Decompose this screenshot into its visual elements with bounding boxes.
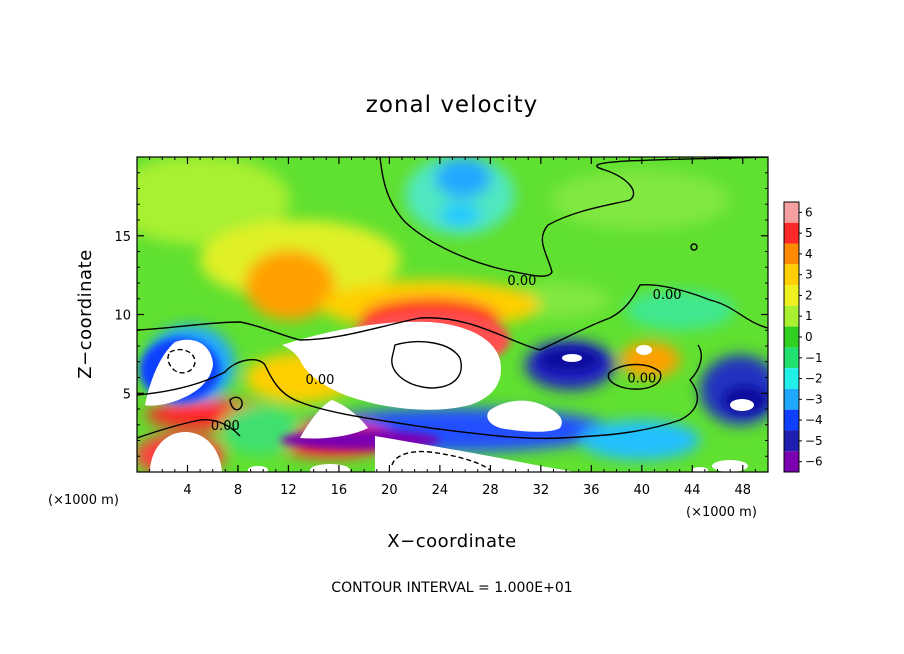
colorbar-label: 4: [805, 247, 813, 261]
positive-contour: [391, 341, 462, 389]
colorbar-swatch: [784, 347, 799, 369]
colorbar-label: 0: [805, 330, 813, 344]
x-tick-label: 48: [734, 483, 751, 498]
y-tick-label: 10: [114, 309, 131, 324]
x-tick-label: 4: [183, 483, 191, 498]
x-tick-label: 8: [234, 483, 242, 498]
x-unit-right: (×1000 m): [686, 505, 757, 520]
colorbar-swatch: [784, 243, 799, 265]
colorbar-label: −1: [805, 351, 823, 365]
contour-label: 0.00: [306, 373, 335, 388]
colorbar-swatch: [784, 326, 799, 348]
colorbar-label: 6: [805, 205, 813, 219]
colorbar-label: 5: [805, 226, 813, 240]
x-tick-label: 40: [634, 483, 651, 498]
x-tick-label: 20: [381, 483, 398, 498]
contour-labels: 0.00 0.00 0.00 0.00 0.00: [211, 274, 682, 434]
negative-contour: [167, 348, 196, 374]
y-tick-label: 5: [123, 387, 131, 402]
zero-contour-bottom: [137, 418, 241, 439]
colorbar-swatch: [784, 388, 799, 410]
contour-lines: [137, 157, 768, 471]
x-tick-label: 32: [533, 483, 550, 498]
x-tick-label: 16: [331, 483, 348, 498]
plot-area: 0.00 0.00 0.00 0.00 0.00: [137, 157, 768, 472]
small-contour-loop: [690, 243, 698, 251]
colorbar-label: 1: [805, 309, 813, 323]
x-tick-label: 12: [280, 483, 297, 498]
y-axis-label: Z−coordinate: [75, 249, 96, 378]
contour-label: 0.00: [211, 419, 240, 434]
colorbar-label: −5: [805, 434, 823, 448]
contour-label: 0.00: [653, 288, 682, 303]
colorbar-swatch: [784, 451, 799, 472]
colorbar-label: −6: [805, 455, 823, 469]
colorbar-label: 2: [805, 288, 813, 302]
zero-contour-shelf: [137, 284, 768, 351]
y-tick-label: 15: [114, 230, 131, 245]
x-tick-label: 36: [583, 483, 600, 498]
zero-contour-upper: [379, 157, 768, 277]
contour-label: 0.00: [627, 372, 656, 387]
x-tick-label: 28: [482, 483, 499, 498]
colorbar: 6 5 4 3 2 1 0 −1 −2 −3 −4 −5 −6: [783, 201, 823, 473]
negative-contour-bottom: [391, 450, 491, 471]
colorbar-swatch: [784, 409, 799, 431]
x-tick-label: 24: [432, 483, 449, 498]
colorbar-swatch: [784, 430, 799, 452]
colorbar-label: 3: [805, 268, 813, 282]
contour-label: 0.00: [507, 274, 536, 289]
colorbar-swatch: [784, 222, 799, 244]
colorbar-swatch: [784, 305, 799, 327]
colorbar-swatch: [784, 285, 799, 306]
colorbar-swatch: [784, 368, 799, 389]
x-axis-label: X−coordinate: [387, 531, 516, 552]
x-tick-label: 44: [684, 483, 701, 498]
contour-interval-note: CONTOUR INTERVAL = 1.000E+01: [331, 580, 572, 596]
zero-contour-lower: [137, 344, 702, 440]
chart-title: zonal velocity: [366, 92, 538, 118]
colorbar-swatch: [784, 264, 799, 286]
colorbar-label: −3: [805, 392, 823, 406]
zero-contour-loop-b: [607, 363, 662, 390]
colorbar-label: −2: [805, 372, 823, 386]
x-unit-left: (×1000 m): [48, 493, 119, 508]
colorbar-label: −4: [805, 413, 823, 427]
velocity-field: [137, 157, 768, 472]
zero-contour-loop-a: [229, 396, 243, 411]
colorbar-swatch: [784, 202, 799, 223]
x-axis-ticks: 4 8 12 16 20 24 28 32 36 40 44 48: [149, 157, 756, 498]
y-axis-ticks: 5 10 15: [114, 172, 768, 457]
